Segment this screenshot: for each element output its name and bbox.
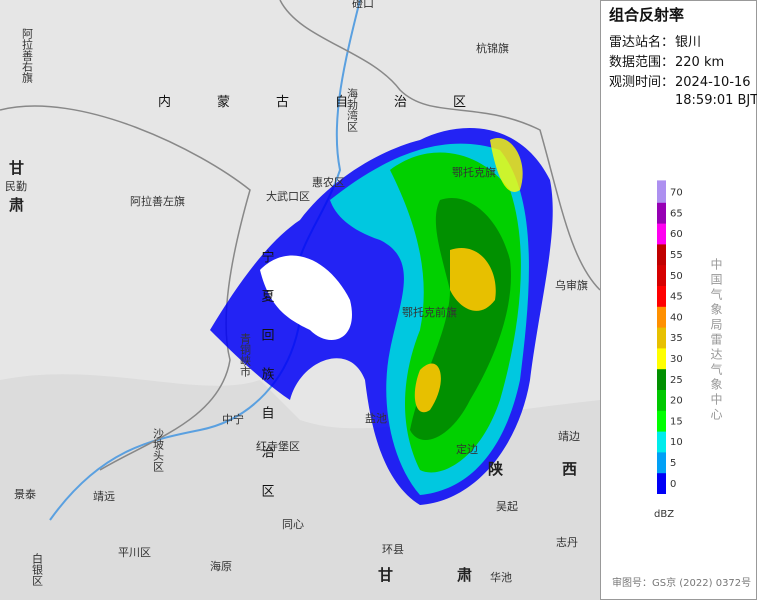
info-label: 雷达站名： <box>609 34 674 50</box>
color-swatch <box>657 264 666 286</box>
legend-tick-label: 0 <box>670 479 676 490</box>
color-swatch <box>657 326 666 348</box>
color-swatch <box>657 222 666 244</box>
panel-title: 组合反射率 <box>609 6 684 24</box>
place-label: 靖远 <box>93 490 115 503</box>
place-label: 盐池 <box>365 412 387 425</box>
place-label: 中宁 <box>222 412 244 426</box>
legend-tick-label: 45 <box>670 292 683 303</box>
color-swatch <box>657 430 666 452</box>
place-label: 海原 <box>210 559 232 573</box>
legend-tick-label: 70 <box>670 188 683 199</box>
place-label: 吴起 <box>496 500 518 513</box>
legend-tick-label: 55 <box>670 250 683 261</box>
legend-tick-label: 30 <box>670 354 683 365</box>
place-label: 志丹 <box>556 536 578 549</box>
place-label: 景泰 <box>14 487 36 501</box>
color-swatch <box>657 305 666 327</box>
legend-tick-label: 15 <box>670 416 683 427</box>
color-swatch <box>657 409 666 431</box>
legend-tick-label: 60 <box>670 229 683 240</box>
place-label: 阿拉善右旗 <box>21 28 34 84</box>
place-label: 海勃湾区 <box>346 87 359 132</box>
map: 磴口 阿拉善右旗 杭锦旗 内蒙古自治区 海勃湾区 甘肃 民勤 阿拉善左旗 惠农区… <box>0 0 600 600</box>
legend-tick-label: 10 <box>670 437 683 448</box>
info-value: 2024-10-16 <box>675 75 751 90</box>
place-label: 鄂托克前旗 <box>402 305 457 319</box>
place-label: 阿拉善左旗 <box>130 194 185 208</box>
place-label: 青铜峡市 <box>239 333 252 378</box>
info-value: 18:59:01 BJT <box>675 93 757 108</box>
legend-tick-label: 5 <box>670 458 676 469</box>
place-label: 沙坡头区 <box>152 428 165 472</box>
place-label: 同心 <box>282 518 304 531</box>
color-swatch <box>657 243 666 265</box>
unit-label: dBZ <box>654 509 674 520</box>
region-label: 西 <box>562 460 577 478</box>
info-value: 银川 <box>675 35 701 50</box>
place-label: 杭锦旗 <box>476 41 509 55</box>
place-label: 乌审旗 <box>555 278 588 292</box>
legend-tick-label: 20 <box>670 396 683 407</box>
color-swatch <box>657 451 666 473</box>
place-label: 靖边 <box>558 430 580 443</box>
region-label: 甘肃 <box>7 159 25 234</box>
region-label: 宁夏回族自治区 <box>259 249 275 523</box>
place-label: 华池 <box>490 570 512 584</box>
legend-tick-label: 65 <box>670 208 683 219</box>
info-label: 数据范围： <box>609 55 674 70</box>
place-label: 惠农区 <box>312 175 345 189</box>
approval-label: 审图号：GS京 (2022) 0372号 <box>612 576 751 589</box>
legend-tick-label: 25 <box>670 375 683 386</box>
place-label: 定边 <box>456 442 478 456</box>
color-swatch <box>657 201 666 223</box>
region-label: 陕 <box>488 460 503 478</box>
region-label: 甘 <box>378 566 393 584</box>
color-swatch <box>657 180 666 202</box>
info-value: 220 km <box>675 55 724 70</box>
color-swatch <box>657 284 666 306</box>
region-label: 肃 <box>457 566 472 584</box>
place-label: 民勤 <box>5 180 27 193</box>
color-swatch <box>657 368 666 390</box>
place-label: 平川区 <box>118 546 151 559</box>
legend-tick-label: 40 <box>670 312 683 323</box>
legend-tick-label: 50 <box>670 271 683 282</box>
place-label: 环县 <box>382 543 404 556</box>
info-label: 观测时间： <box>609 75 674 90</box>
color-swatch <box>657 472 666 494</box>
agency-label: 中国气象局雷达气象中心 <box>709 257 723 423</box>
legend-tick-label: 35 <box>670 333 683 344</box>
place-label: 红寺堡区 <box>256 439 300 453</box>
place-label: 磴口 <box>352 0 374 10</box>
place-label: 白银区 <box>31 552 44 586</box>
color-swatch <box>657 347 666 369</box>
place-label: 鄂托克旗 <box>452 165 496 179</box>
color-swatch <box>657 388 666 410</box>
place-label: 大武口区 <box>266 189 310 203</box>
region-label: 内蒙古自治区 <box>158 94 512 110</box>
